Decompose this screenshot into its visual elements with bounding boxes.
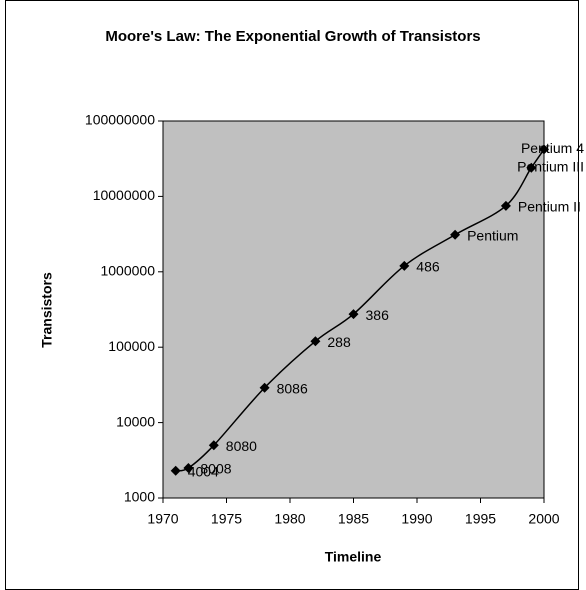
data-point [500, 200, 511, 211]
data-point [310, 336, 321, 347]
data-label: 8080 [226, 438, 257, 454]
y-tick-label: 100000 [108, 338, 155, 354]
y-tick-label: 1000000 [100, 263, 155, 279]
data-label: Pentium II [518, 199, 581, 215]
data-point [399, 260, 410, 271]
data-point [183, 462, 194, 473]
x-tick-label: 2000 [528, 511, 559, 527]
data-point [526, 162, 537, 173]
data-point [539, 144, 549, 155]
x-tick-label: 1995 [465, 511, 496, 527]
y-tick-label: 10000000 [93, 187, 156, 203]
data-point [170, 465, 181, 476]
data-label: Pentium III [517, 158, 584, 174]
data-label: 8086 [277, 380, 308, 396]
data-point [208, 440, 219, 451]
x-tick-label: 1990 [401, 511, 432, 527]
x-tick-label: 1970 [147, 511, 178, 527]
y-tick-label: 100000000 [85, 112, 155, 128]
data-label: 4004 [188, 463, 219, 479]
data-point [348, 309, 359, 320]
data-point [259, 382, 270, 393]
x-axis-label: Timeline [325, 549, 382, 565]
y-axis-label: Transistors [39, 272, 55, 348]
data-label: 8008 [200, 461, 231, 477]
y-tick-label: 10000 [116, 413, 155, 429]
x-tick-label: 1985 [338, 511, 369, 527]
data-label: 486 [416, 259, 440, 275]
data-point [450, 229, 461, 240]
data-label: 386 [366, 307, 390, 323]
x-tick-label: 1980 [274, 511, 305, 527]
data-label: Pentium [467, 227, 518, 243]
data-label: Pentium 4 [521, 140, 584, 156]
y-tick-label: 1000 [124, 489, 155, 505]
chart-title: Moore's Law: The Exponential Growth of T… [105, 28, 481, 45]
data-label: 288 [327, 334, 351, 350]
x-tick-label: 1975 [211, 511, 242, 527]
